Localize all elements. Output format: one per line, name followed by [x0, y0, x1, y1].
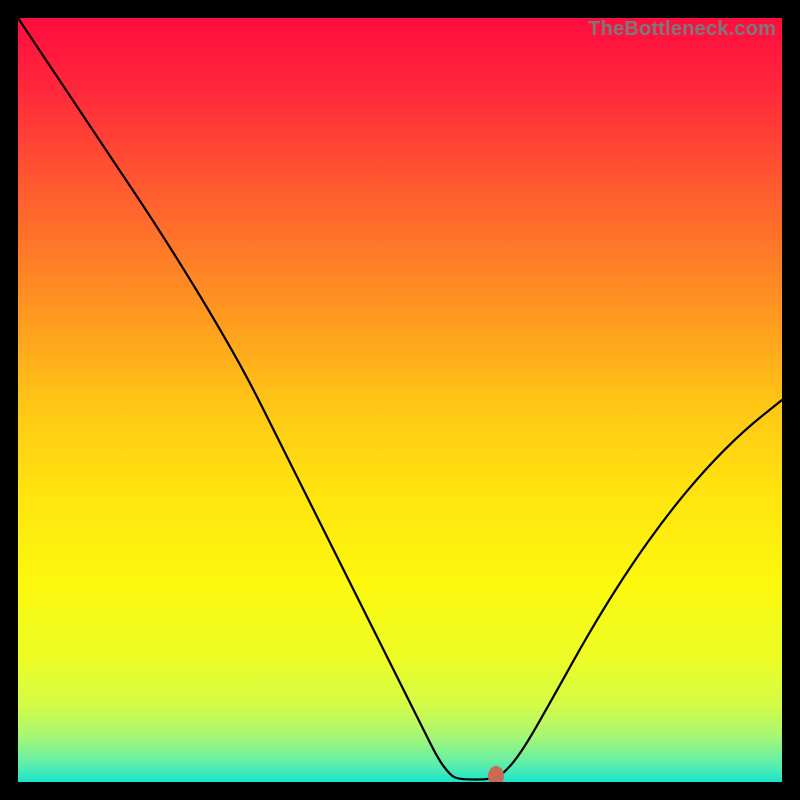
bottleneck-curve — [18, 18, 782, 782]
chart-frame: TheBottleneck.com — [0, 0, 800, 800]
curve-line — [18, 18, 782, 780]
optimum-marker-icon — [488, 766, 504, 782]
watermark-text: TheBottleneck.com — [588, 18, 776, 41]
plot-area: TheBottleneck.com — [18, 18, 782, 782]
